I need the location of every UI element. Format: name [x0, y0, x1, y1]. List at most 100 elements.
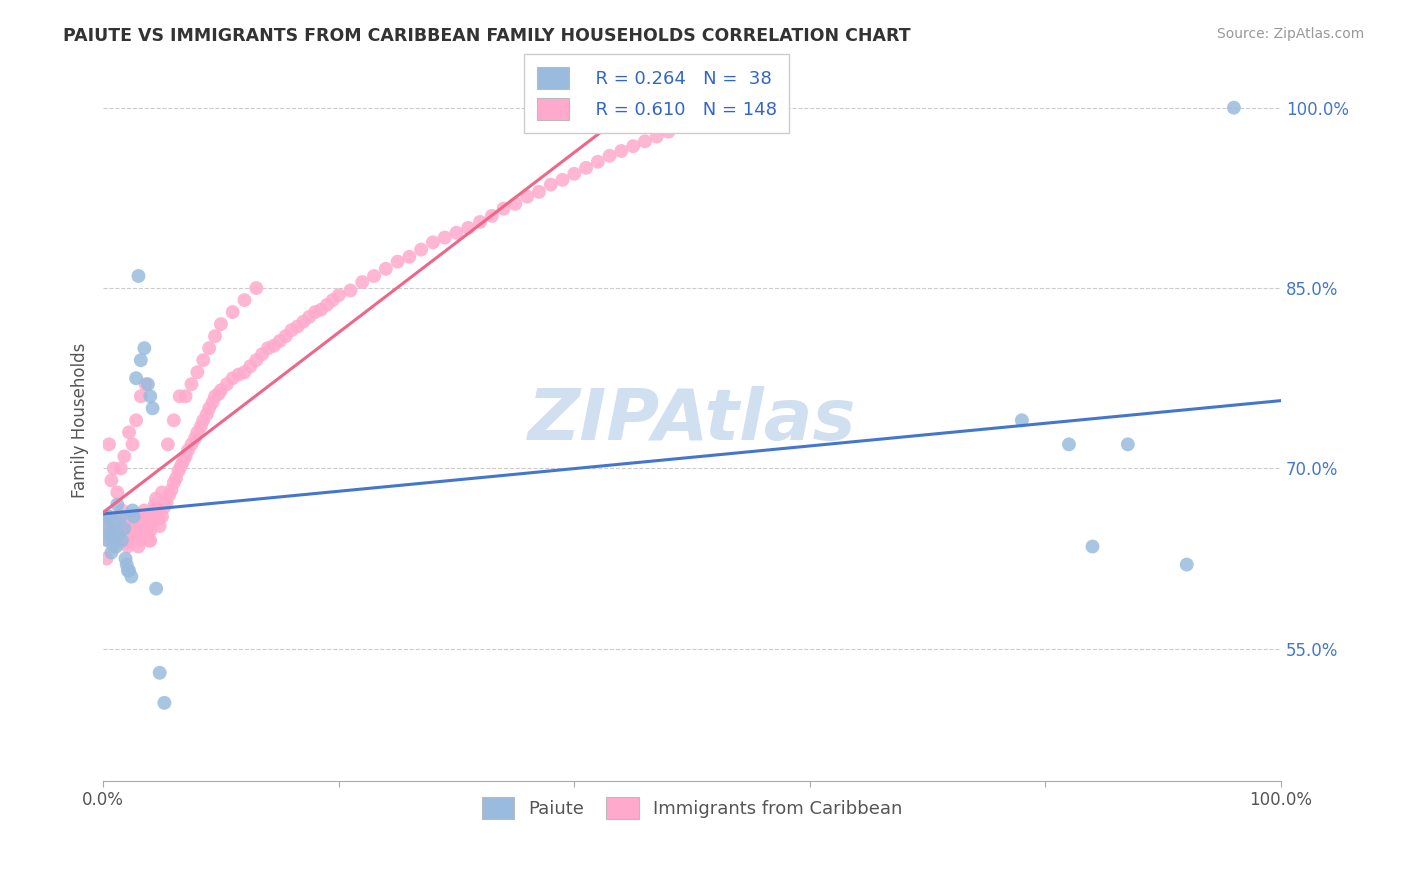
- Point: [145, 509, 167, 524]
- Point: [280, 323, 302, 337]
- Point: [125, 371, 148, 385]
- Point: [115, 558, 138, 572]
- Point: [139, 524, 162, 538]
- Point: [94, 516, 117, 530]
- Point: [136, 527, 159, 541]
- Point: [97, 533, 120, 548]
- Point: [110, 461, 132, 475]
- Point: [204, 389, 226, 403]
- Point: [143, 498, 166, 512]
- Point: [645, 129, 668, 144]
- Point: [204, 329, 226, 343]
- Point: [1116, 437, 1139, 451]
- Point: [107, 521, 129, 535]
- Point: [142, 401, 165, 416]
- Point: [195, 407, 218, 421]
- Point: [163, 413, 186, 427]
- Point: [681, 115, 703, 129]
- Point: [110, 509, 132, 524]
- Point: [145, 491, 167, 506]
- Point: [193, 413, 215, 427]
- Point: [149, 665, 172, 680]
- Point: [634, 134, 657, 148]
- Point: [118, 564, 141, 578]
- Point: [316, 298, 339, 312]
- Point: [104, 527, 127, 541]
- Point: [108, 527, 131, 541]
- Point: [599, 149, 621, 163]
- Point: [142, 509, 165, 524]
- Point: [186, 365, 208, 379]
- Point: [411, 243, 433, 257]
- Point: [145, 582, 167, 596]
- Point: [98, 437, 121, 451]
- Point: [125, 413, 148, 427]
- Point: [193, 353, 215, 368]
- Point: [575, 161, 598, 175]
- Point: [298, 310, 321, 324]
- Point: [149, 519, 172, 533]
- Point: [122, 524, 145, 538]
- Point: [141, 516, 163, 530]
- Point: [105, 540, 128, 554]
- Point: [481, 209, 503, 223]
- Point: [98, 509, 121, 524]
- Y-axis label: Family Households: Family Households: [72, 343, 89, 498]
- Point: [610, 144, 633, 158]
- Point: [201, 395, 224, 409]
- Point: [250, 347, 273, 361]
- Point: [551, 173, 574, 187]
- Point: [180, 437, 202, 451]
- Point: [245, 281, 267, 295]
- Point: [221, 305, 243, 319]
- Point: [505, 197, 527, 211]
- Point: [257, 341, 280, 355]
- Point: [621, 139, 644, 153]
- Point: [98, 516, 121, 530]
- Point: [292, 315, 315, 329]
- Point: [153, 500, 176, 514]
- Point: [121, 437, 143, 451]
- Point: [135, 521, 157, 535]
- Point: [103, 461, 125, 475]
- Point: [97, 509, 120, 524]
- Point: [111, 533, 134, 548]
- Point: [468, 215, 491, 229]
- Point: [127, 268, 149, 283]
- Point: [304, 305, 326, 319]
- Point: [540, 178, 562, 192]
- Point: [209, 383, 232, 397]
- Point: [117, 564, 139, 578]
- Point: [101, 521, 124, 535]
- Point: [146, 503, 169, 517]
- Point: [287, 319, 309, 334]
- Point: [352, 275, 374, 289]
- Point: [105, 485, 128, 500]
- Point: [127, 527, 149, 541]
- Point: [446, 226, 468, 240]
- Point: [233, 293, 256, 307]
- Point: [100, 521, 122, 535]
- Text: ZIPAtlas: ZIPAtlas: [527, 386, 856, 455]
- Point: [174, 389, 197, 403]
- Point: [1081, 540, 1104, 554]
- Point: [1057, 437, 1080, 451]
- Text: PAIUTE VS IMMIGRANTS FROM CARIBBEAN FAMILY HOUSEHOLDS CORRELATION CHART: PAIUTE VS IMMIGRANTS FROM CARIBBEAN FAMI…: [63, 27, 911, 45]
- Point: [112, 524, 135, 538]
- Point: [209, 317, 232, 331]
- Point: [190, 419, 212, 434]
- Point: [138, 533, 160, 548]
- Point: [117, 540, 139, 554]
- Point: [100, 474, 122, 488]
- Point: [156, 495, 179, 509]
- Point: [136, 377, 159, 392]
- Point: [457, 221, 479, 235]
- Point: [586, 154, 609, 169]
- Point: [433, 230, 456, 244]
- Point: [103, 540, 125, 554]
- Point: [114, 531, 136, 545]
- Point: [114, 551, 136, 566]
- Point: [122, 509, 145, 524]
- Point: [233, 365, 256, 379]
- Point: [309, 302, 332, 317]
